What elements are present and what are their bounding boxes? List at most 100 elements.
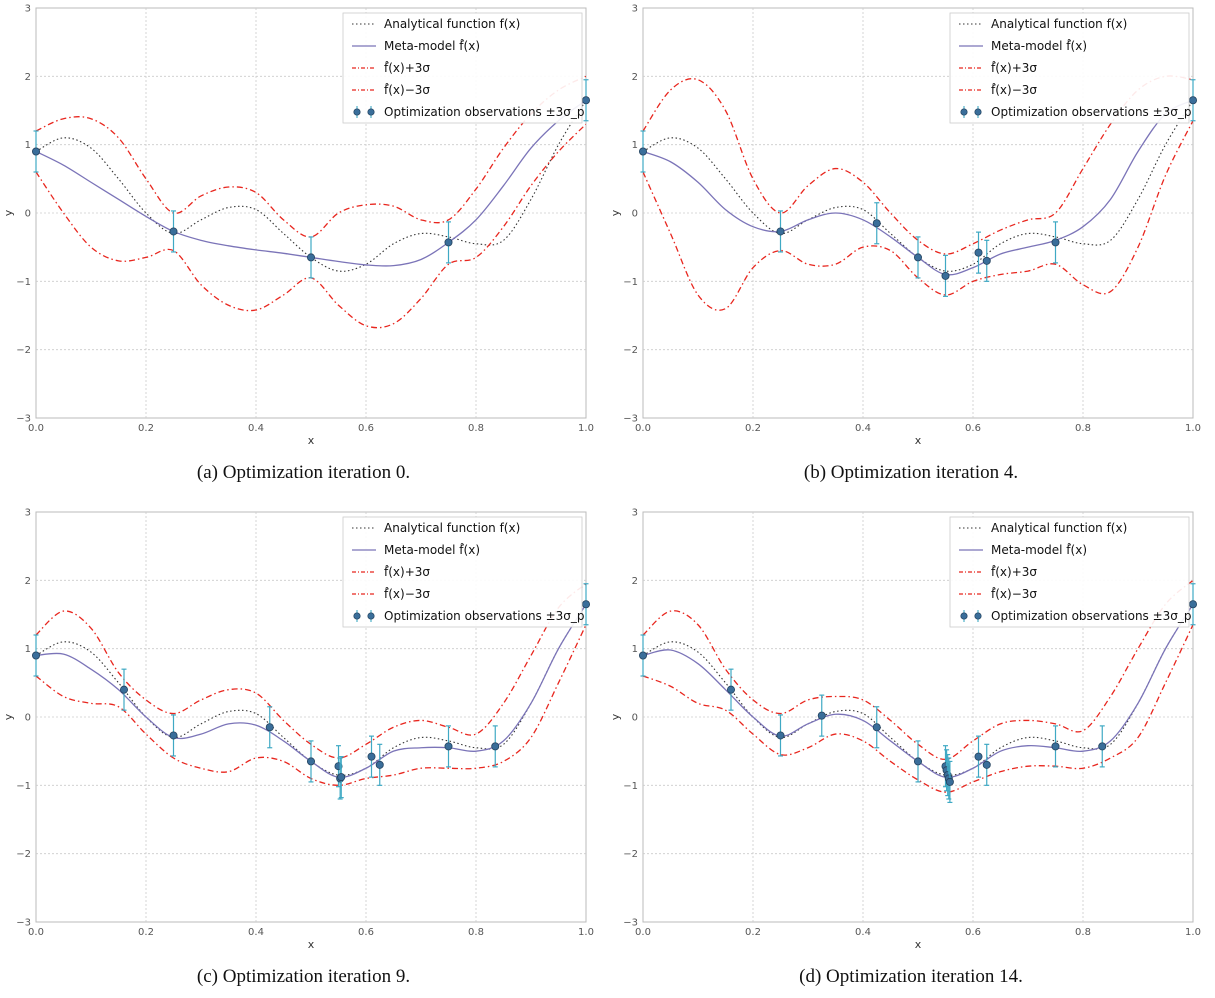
x-tick-label: 0.2	[745, 927, 761, 938]
x-tick-label: 0.0	[28, 423, 44, 434]
observation-point	[582, 600, 591, 609]
y-tick-label: 1	[632, 644, 638, 655]
observation-point	[817, 711, 826, 720]
legend-entry-label: f̂(x)+3σ	[384, 565, 430, 579]
observation-point	[913, 253, 922, 262]
observation-point	[444, 742, 453, 751]
x-tick-label: 0.2	[745, 423, 761, 434]
legend-handle-marker	[974, 108, 982, 116]
y-tick-label: −2	[623, 345, 638, 356]
y-tick-label: −3	[16, 414, 31, 425]
observation-point	[1098, 742, 1107, 751]
legend-handle-marker	[974, 612, 982, 620]
observation-point	[375, 760, 384, 769]
y-tick-label: 3	[25, 508, 31, 519]
y-tick-label: −1	[623, 277, 638, 288]
observation-point	[491, 742, 500, 751]
x-axis-label: x	[308, 434, 315, 447]
x-tick-label: 0.4	[248, 927, 264, 938]
observation-point	[306, 253, 315, 262]
chart-panel-a: 0.0 0.2 0.4 0.6 0.8 1.0 −3 −2 −1 0 1 2 3 x y Analytical…	[0, 0, 607, 450]
y-tick-label: 0	[632, 209, 638, 220]
y-tick-label: 3	[25, 4, 31, 15]
legend-entry-label: Analytical function f(x)	[991, 17, 1127, 31]
x-axis-label: x	[915, 938, 922, 951]
y-tick-label: 3	[632, 508, 638, 519]
y-axis-label: y	[609, 713, 622, 720]
legend-entry-label: f̂(x)+3σ	[991, 61, 1037, 75]
chart-svg: 0.0 0.2 0.4 0.6 0.8 1.0 −3 −2 −1 0 1 2 3 x y Analytical…	[609, 4, 1201, 448]
legend-entry-label: Analytical function f(x)	[384, 17, 520, 31]
observation-point	[776, 227, 785, 236]
y-tick-label: −2	[623, 849, 638, 860]
x-tick-label: 0.0	[635, 927, 651, 938]
legend-entry-label: f̂(x)−3σ	[991, 587, 1037, 601]
legend-handle-marker	[960, 612, 968, 620]
legend: Analytical function f(x) Meta-model f̂(x)…	[342, 516, 585, 628]
observation-point	[982, 760, 991, 769]
legend-entry-label: Optimization observations ±3σ_p	[384, 105, 585, 119]
x-tick-label: 0.4	[248, 423, 264, 434]
x-tick-label: 0.6	[358, 927, 374, 938]
x-tick-label: 0.6	[965, 423, 981, 434]
y-tick-label: 3	[632, 4, 638, 15]
y-tick-label: −2	[16, 345, 31, 356]
x-tick-label: 0.0	[28, 927, 44, 938]
observation-point	[974, 248, 983, 257]
x-axis-label: x	[915, 434, 922, 447]
chart-svg: 0.0 0.2 0.4 0.6 0.8 1.0 −3 −2 −1 0 1 2 3 x y Analytical…	[609, 508, 1201, 952]
x-tick-label: 0.6	[358, 423, 374, 434]
x-tick-label: 0.2	[138, 423, 154, 434]
x-tick-label: 0.8	[1075, 423, 1091, 434]
y-tick-label: 2	[632, 576, 638, 587]
x-tick-label: 1.0	[578, 423, 594, 434]
observation-point	[1051, 742, 1060, 751]
observation-point	[120, 685, 129, 694]
x-tick-label: 0.0	[635, 423, 651, 434]
y-tick-label: −3	[623, 414, 638, 425]
observation-point	[337, 773, 346, 782]
chart-svg: 0.0 0.2 0.4 0.6 0.8 1.0 −3 −2 −1 0 1 2 3 x y Analytical…	[2, 508, 594, 952]
y-tick-label: 0	[25, 209, 31, 220]
legend-entry-label: Optimization observations ±3σ_p	[991, 609, 1192, 623]
x-tick-label: 0.8	[468, 927, 484, 938]
observation-point	[872, 723, 881, 732]
legend-entry-label: f̂(x)−3σ	[991, 83, 1037, 97]
legend-entry-label: Meta-model f̂(x)	[991, 39, 1087, 53]
x-axis-label: x	[308, 938, 315, 951]
legend-handle-marker	[367, 108, 375, 116]
y-tick-label: 2	[25, 72, 31, 83]
observation-point	[913, 757, 922, 766]
legend-entry-label: f̂(x)+3σ	[384, 61, 430, 75]
series-upper-band	[643, 75, 1193, 255]
observation-point	[872, 219, 881, 228]
observation-point	[32, 147, 41, 156]
legend-handle-marker	[353, 108, 361, 116]
chart-panel-d: 0.0 0.2 0.4 0.6 0.8 1.0 −3 −2 −1 0 1 2 3 x y Analytical…	[607, 504, 1214, 954]
observation-point	[982, 256, 991, 265]
series-lower-band	[643, 624, 1193, 793]
legend-entry-label: Meta-model f̂(x)	[384, 39, 480, 53]
legend: Analytical function f(x) Meta-model f̂(x)…	[342, 12, 585, 124]
observation-point	[639, 651, 648, 660]
observation-point	[265, 723, 274, 732]
observation-point	[306, 757, 315, 766]
y-axis-label: y	[609, 209, 622, 216]
x-tick-label: 0.8	[468, 423, 484, 434]
y-tick-label: 0	[25, 713, 31, 724]
legend-entry-label: Analytical function f(x)	[384, 521, 520, 535]
observation-point	[32, 651, 41, 660]
observation-point	[639, 147, 648, 156]
legend-handle-marker	[367, 612, 375, 620]
x-tick-label: 0.8	[1075, 927, 1091, 938]
caption-c: (c) Optimization iteration 9.	[196, 966, 411, 987]
x-tick-label: 1.0	[578, 927, 594, 938]
observation-point	[444, 238, 453, 247]
legend-entry-label: Meta-model f̂(x)	[991, 543, 1087, 557]
y-tick-label: 1	[632, 140, 638, 151]
observation-point	[169, 731, 178, 740]
legend: Analytical function f(x) Meta-model f̂(x)…	[949, 12, 1192, 124]
x-tick-label: 0.6	[965, 927, 981, 938]
observation-point	[727, 685, 736, 694]
caption-a: (a) Optimization iteration 0.	[196, 462, 411, 483]
